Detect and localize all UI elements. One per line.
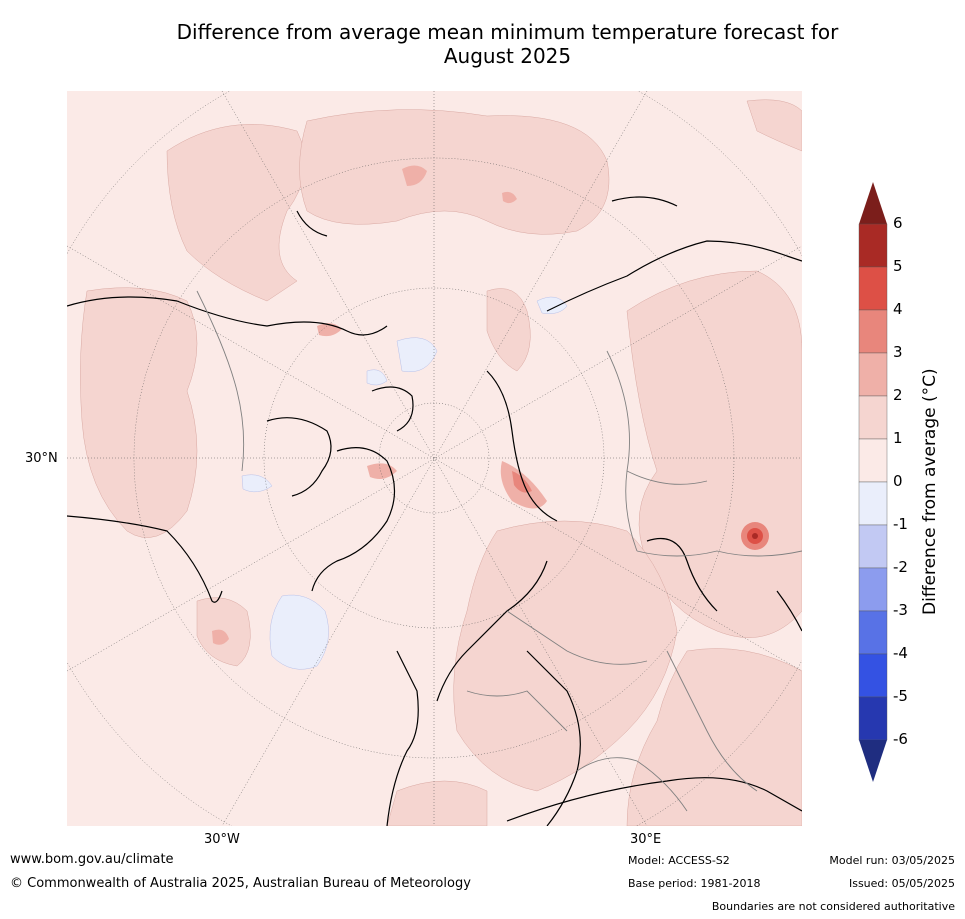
colorbar-tick-label: 0 <box>893 472 903 490</box>
model-name: Model: ACCESS-S2 <box>628 854 730 867</box>
colorbar-tick-label: 6 <box>893 214 903 232</box>
colorbar-tick-label: 2 <box>893 386 903 404</box>
title-line-2: August 2025 <box>443 44 572 68</box>
anomaly-hot-regions <box>512 471 769 550</box>
colorbar-tick-label: -3 <box>893 601 908 619</box>
colorbar-segment <box>858 223 888 268</box>
longitude-label-30w: 30°W <box>204 832 240 847</box>
base-period: Base period: 1981-2018 <box>628 877 761 890</box>
latitude-label-30n: 30°N <box>25 451 58 466</box>
colorbar-segment <box>858 653 888 698</box>
colorbar-segment <box>858 352 888 397</box>
colorbar-segment <box>858 266 888 311</box>
colorbar <box>858 182 888 782</box>
colorbar-tick-label: -6 <box>893 730 908 748</box>
colorbar-tick-label: 1 <box>893 429 903 447</box>
colorbar-tick-label: -4 <box>893 644 908 662</box>
model-run-date: Model run: 03/05/2025 <box>829 854 955 867</box>
copyright-text: © Commonwealth of Australia 2025, Austra… <box>10 876 471 891</box>
colorbar-tick-label: 5 <box>893 257 903 275</box>
colorbar-segment <box>858 696 888 741</box>
longitude-label-30e: 30°E <box>630 832 662 847</box>
colorbar-tick-label: -2 <box>893 558 908 576</box>
chart-title: Difference from average mean minimum tem… <box>60 20 955 68</box>
colorbar-segment <box>858 481 888 526</box>
colorbar-segment <box>858 610 888 655</box>
coastlines <box>67 196 802 826</box>
country-borders <box>196 290 802 812</box>
website-url[interactable]: www.bom.gov.au/climate <box>10 852 174 867</box>
graticule <box>67 91 802 826</box>
title-line-1: Difference from average mean minimum tem… <box>176 20 839 44</box>
colorbar-label: Difference from average (°C) <box>920 368 940 615</box>
colorbar-segment <box>858 395 888 440</box>
colorbar-over-arrow <box>859 182 887 224</box>
polar-map[interactable] <box>67 91 802 826</box>
issued-date: Issued: 05/05/2025 <box>848 877 955 890</box>
colorbar-tick-label: 4 <box>893 300 903 318</box>
colorbar-segment <box>858 438 888 483</box>
colorbar-tick-label: -1 <box>893 515 908 533</box>
colorbar-tick-label: -5 <box>893 687 908 705</box>
colorbar-tick-label: 3 <box>893 343 903 361</box>
colorbar-segment <box>858 524 888 569</box>
anomaly-cool-regions <box>241 296 568 670</box>
colorbar-segment <box>858 309 888 354</box>
colorbar-segment <box>858 567 888 612</box>
colorbar-under-arrow <box>859 740 887 782</box>
boundaries-disclaimer: Boundaries are not considered authoritat… <box>711 900 955 913</box>
